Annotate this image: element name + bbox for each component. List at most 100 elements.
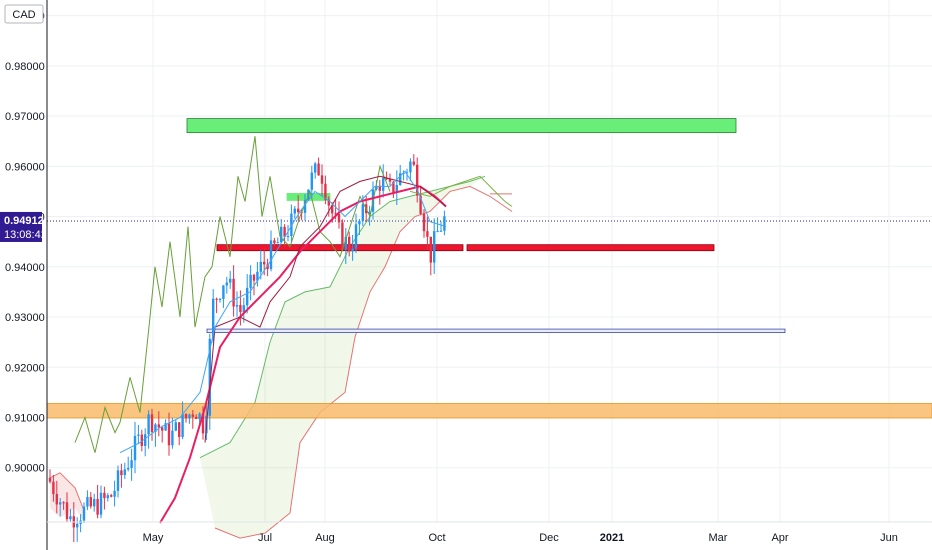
x-tick-label: 2021 — [600, 532, 624, 544]
candle-body — [269, 240, 273, 270]
candle-body — [385, 178, 388, 180]
x-tick-label: Dec — [539, 532, 559, 544]
candle-body — [276, 242, 279, 244]
senkou-span-b — [214, 185, 513, 539]
candle-body — [201, 413, 205, 434]
currency-badge-label: CAD — [12, 9, 35, 21]
senkou-span-b-early — [49, 472, 86, 514]
candle-body — [188, 414, 191, 419]
candle-body — [358, 220, 361, 225]
candle-body — [208, 338, 211, 416]
candle-body — [59, 502, 62, 505]
candle-body — [215, 298, 218, 300]
x-tick-label: Apr — [771, 532, 788, 544]
candle-body — [195, 416, 198, 419]
candle-body — [184, 414, 188, 419]
green-resistance-zone — [186, 118, 737, 134]
candle-body — [62, 502, 65, 504]
candle-body — [232, 278, 235, 307]
y-tick-label: 0.94000 — [5, 262, 45, 274]
candle-body — [409, 161, 412, 173]
y-tick-label: 0.93000 — [5, 312, 45, 324]
candle-body — [99, 492, 103, 515]
candle-body — [286, 235, 290, 237]
candle-body — [334, 213, 337, 215]
y-tick-label: 0.91000 — [5, 412, 45, 424]
candle-body — [290, 213, 293, 236]
candle-body — [157, 424, 160, 428]
candle-body — [178, 422, 181, 438]
currency-badge: CAD — [4, 4, 44, 24]
candle-body — [382, 178, 385, 191]
candle-body — [191, 414, 194, 417]
candle-body — [368, 211, 371, 214]
candle-body — [225, 282, 228, 286]
candle-body — [147, 414, 150, 435]
candle-body — [283, 226, 286, 237]
orange-demand-zone — [46, 403, 932, 419]
candle-body — [310, 172, 313, 190]
candle-body — [419, 195, 422, 214]
candle-body — [218, 298, 222, 300]
red-support-zone-right — [466, 244, 715, 252]
candle-body — [174, 422, 177, 431]
candle-body — [239, 304, 242, 313]
candle-body — [242, 305, 245, 313]
candle-body — [212, 298, 215, 339]
candle-body — [443, 216, 446, 231]
candle-body — [273, 240, 276, 244]
candle-body — [320, 175, 324, 184]
indicator-lines — [74, 136, 513, 524]
candle-body — [395, 185, 398, 193]
candle-body — [337, 213, 341, 223]
candle-body — [263, 261, 266, 265]
candle-body — [69, 516, 72, 520]
candle-body — [110, 495, 113, 497]
y-tick-label: 0.97000 — [5, 111, 45, 123]
candle-body — [235, 304, 239, 307]
x-tick-label: Jul — [258, 532, 272, 544]
candle-body — [416, 164, 419, 196]
candle-body — [116, 470, 120, 491]
candle-body — [164, 423, 167, 431]
candle-body — [399, 173, 402, 186]
blue-support-line — [206, 328, 786, 333]
candle-body — [167, 423, 171, 446]
chikou-span-early — [74, 405, 121, 453]
candle-body — [439, 230, 443, 232]
candle-body — [154, 424, 157, 432]
candle-body — [96, 498, 99, 515]
candle-body — [280, 226, 283, 243]
candle-body — [249, 274, 252, 288]
candle-body — [436, 231, 439, 233]
candle-body — [150, 414, 154, 432]
candle-body — [317, 163, 320, 176]
candle-body — [354, 224, 358, 249]
candle-body — [161, 427, 164, 431]
candle-body — [388, 178, 392, 182]
red-support-zone-left — [216, 244, 464, 252]
y-tick-label: 0.96000 — [5, 161, 45, 173]
candle-body — [412, 161, 415, 165]
candle-body — [344, 236, 347, 250]
candle-body — [82, 506, 86, 521]
x-tick-label: May — [143, 532, 164, 544]
candle-body — [297, 208, 300, 213]
moving-average-line — [159, 185, 447, 524]
candle-body — [351, 248, 354, 252]
candle-body — [89, 497, 92, 507]
candle-body — [222, 285, 225, 299]
candle-body — [405, 172, 409, 174]
candle-body — [293, 208, 296, 214]
candle-body — [93, 498, 96, 507]
x-tick-label: Aug — [315, 532, 335, 544]
candle-body — [103, 492, 106, 499]
candle-body — [392, 181, 395, 193]
candle-body — [314, 163, 317, 173]
candle-body — [76, 523, 79, 528]
cloud-fill-green — [200, 176, 485, 539]
candle-body — [324, 183, 327, 200]
candle-body — [127, 467, 130, 470]
candle-body — [133, 435, 137, 461]
